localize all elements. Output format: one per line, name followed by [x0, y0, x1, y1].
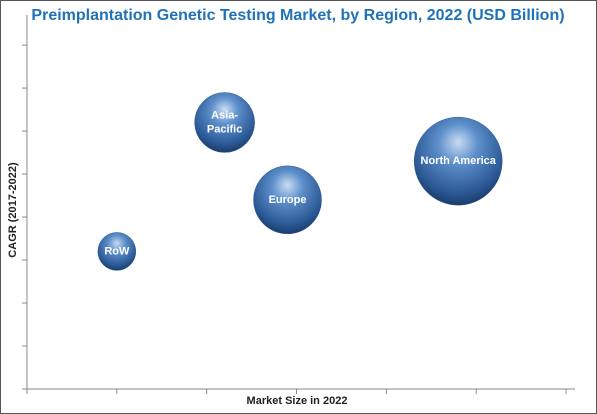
bubble-label: RoW: [104, 245, 130, 257]
bubble-label: Europe: [269, 194, 307, 206]
y-axis-title: CAGR (2017-2022): [7, 162, 19, 258]
chart-title: Preimplantation Genetic Testing Market, …: [31, 7, 564, 24]
bubble: [97, 232, 137, 271]
x-axis-title: Market Size in 2022: [247, 395, 348, 407]
bubble: [194, 92, 255, 153]
bubble-label: North America: [421, 155, 497, 167]
bubble: [413, 116, 503, 206]
bubble: [253, 165, 322, 235]
bubble-label-line: North America: [421, 155, 497, 167]
bubble-label-line: RoW: [104, 245, 130, 257]
bubble-label-line: Asia-: [211, 109, 238, 121]
bubble-label-line: Pacific: [207, 123, 242, 135]
bubble-label-line: Europe: [269, 194, 307, 206]
bubble-label: Asia- Pacific: [207, 109, 242, 135]
